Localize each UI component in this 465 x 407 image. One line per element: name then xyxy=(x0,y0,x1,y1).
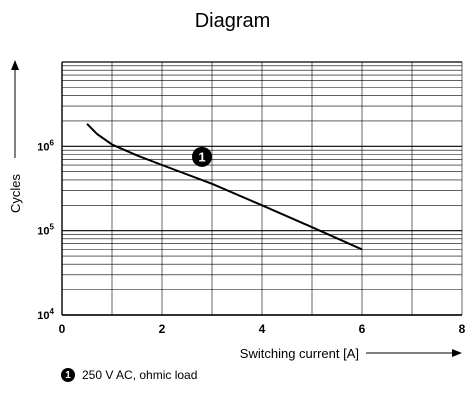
y-tick-exponent: 6 xyxy=(50,138,55,147)
legend-label: 250 V AC, ohmic load xyxy=(82,368,198,382)
y-tick-base: 10 xyxy=(37,310,49,322)
y-tick-label: 105 xyxy=(37,223,54,238)
y-tick-base: 10 xyxy=(37,141,49,153)
series-marker xyxy=(192,146,212,167)
chart-title: Diagram xyxy=(194,10,271,32)
y-axis-arrow-head xyxy=(11,60,19,70)
x-tick-label: 2 xyxy=(159,322,166,336)
legend: 1 250 V AC, ohmic load xyxy=(61,368,197,382)
x-tick-label: 4 xyxy=(259,322,266,336)
x-tick-label: 6 xyxy=(359,322,366,336)
legend-marker: 1 xyxy=(61,368,75,382)
y-tick-label: 106 xyxy=(37,138,54,153)
x-axis-label: Switching current [A] xyxy=(240,346,359,361)
y-tick-exponent: 5 xyxy=(50,223,55,232)
x-tick-label: 0 xyxy=(59,322,66,336)
series-line xyxy=(86,123,363,251)
y-tick-exponent: 4 xyxy=(50,307,55,316)
x-axis-arrow-head xyxy=(452,349,462,357)
x-tick-label: 8 xyxy=(459,322,465,336)
y-axis-label: Cycles xyxy=(8,174,23,214)
series-marker-label: 1 xyxy=(198,149,205,164)
y-tick-base: 10 xyxy=(37,226,49,238)
y-tick-label: 104 xyxy=(37,307,54,322)
